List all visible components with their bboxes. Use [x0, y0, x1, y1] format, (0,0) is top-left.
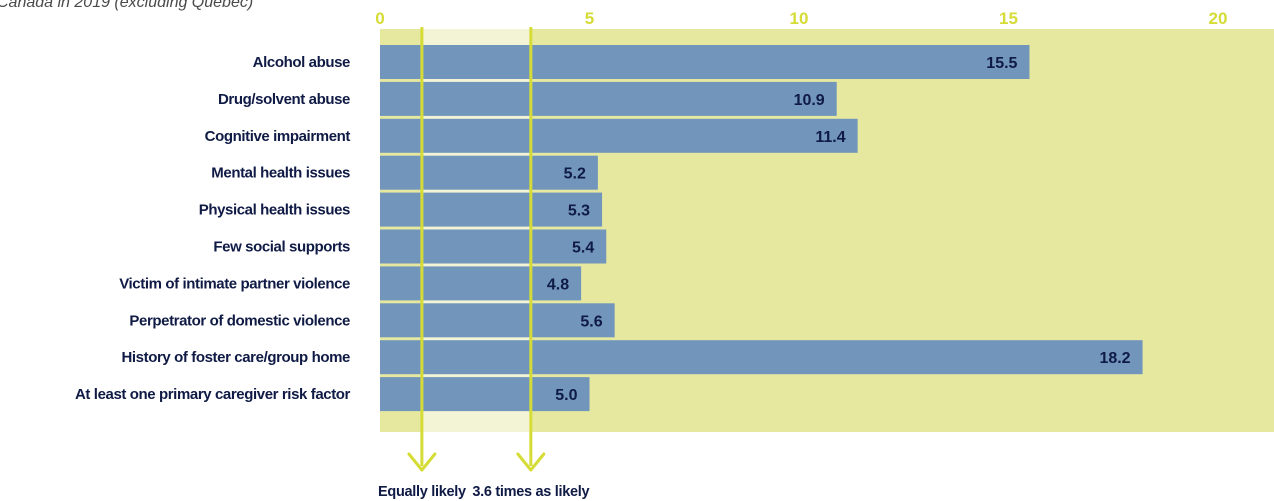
bar	[380, 45, 1030, 79]
bar	[380, 192, 603, 227]
category-label: Drug/solvent abuse	[218, 91, 350, 108]
category-label: At least one primary caregiver risk fact…	[75, 386, 351, 403]
reference-lines-group	[407, 27, 546, 472]
category-label: Victim of intimate partner violence	[119, 275, 350, 292]
bar	[380, 81, 837, 116]
bar	[380, 155, 598, 190]
bar-value-label: 5.4	[572, 240, 594, 257]
labels-group: 0 5 10 15 20 15.5 Alcohol abuse 10.9 Drug/solven…	[75, 9, 1227, 500]
bar	[380, 340, 1143, 375]
x-tick-label: 0	[375, 9, 384, 28]
category-label: Mental health issues	[211, 165, 350, 182]
reference-arrowhead	[516, 452, 546, 472]
category-label: Physical health issues	[199, 202, 350, 219]
category-label: Perpetrator of domestic violence	[129, 312, 350, 329]
category-label: History of foster care/group home	[121, 349, 350, 366]
chart-subtitle: Canada in 2019 (excluding Quebec)	[0, 0, 254, 11]
bar-value-label: 18.2	[1099, 350, 1130, 367]
bar	[380, 303, 615, 338]
bar-value-label: 5.3	[568, 203, 590, 220]
x-tick-label: 5	[585, 9, 594, 28]
bar-value-label: 4.8	[547, 276, 569, 293]
x-tick-label: 10	[790, 9, 809, 28]
bars-group	[380, 45, 1143, 412]
reference-line-label: 3.6 times as likely	[472, 484, 589, 500]
x-tick-label: 15	[999, 9, 1018, 28]
reference-arrowhead	[407, 452, 437, 472]
x-tick-label: 20	[1209, 9, 1228, 28]
bar-value-label: 15.5	[986, 55, 1017, 72]
category-label: Alcohol abuse	[253, 54, 350, 71]
bar	[380, 229, 607, 264]
bar	[380, 118, 858, 153]
bar-value-label: 5.0	[555, 387, 577, 404]
bar-value-label: 5.2	[564, 166, 586, 183]
reference-line-label: Equally likely	[378, 484, 466, 500]
bar-value-label: 10.9	[794, 92, 825, 109]
bar-value-label: 5.6	[580, 313, 602, 330]
category-label: Cognitive impairment	[205, 128, 351, 145]
bar	[380, 377, 590, 412]
bar-value-label: 11.4	[815, 129, 845, 146]
category-label: Few social supports	[213, 239, 350, 256]
bar	[380, 266, 582, 301]
